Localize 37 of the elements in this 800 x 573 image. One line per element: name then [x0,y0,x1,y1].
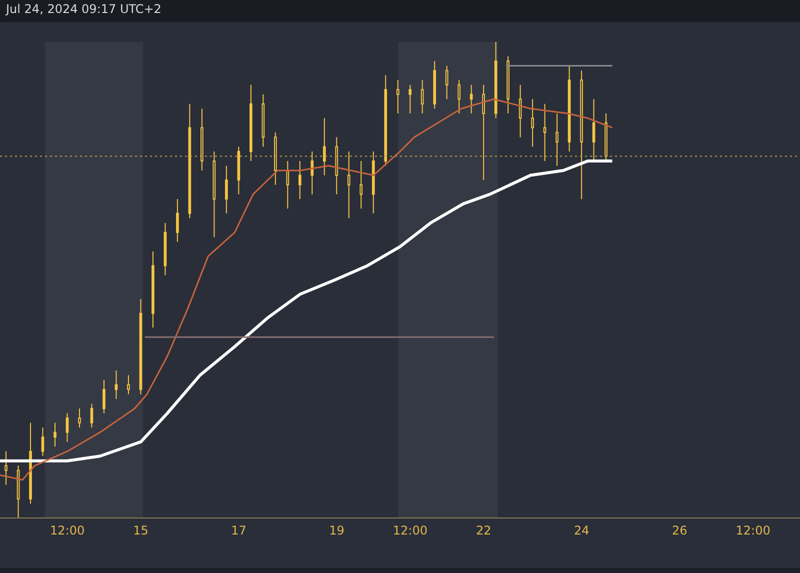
candlestick [482,84,485,181]
text: Jul 24, 2024 09:17 UTC+2 [6,2,162,16]
candlestick [322,118,326,176]
candlestick [102,379,106,414]
candlestick [458,80,460,114]
candlestick [286,160,290,210]
x-tick-label: 26 [672,524,688,538]
candlestick [54,422,56,448]
candlestick [298,160,302,200]
candlestick [176,198,179,242]
candlestick [4,450,8,486]
candlestick [78,408,81,428]
candlestick [90,403,94,428]
x-tick-label: 24 [574,524,590,538]
x-tick-label: 12:00 [392,524,428,538]
candlestick [543,103,546,162]
candlestick [556,112,558,166]
x-tick-label: 15 [133,524,148,538]
x-tick-label: 22 [476,524,492,538]
candlestick [531,98,534,148]
candlestick [114,370,118,400]
candlestick [41,427,44,457]
candlestick [310,150,314,195]
x-tick-label: 12:00 [736,524,770,538]
x-tick-label: 17 [231,524,246,538]
candlestick [470,84,473,114]
candlestick [347,150,350,219]
candlestick [127,374,130,395]
candlestick [592,98,596,162]
candlestick [420,80,424,114]
x-tick-label: 19 [329,524,344,538]
candlestick [445,65,448,100]
candlestick [360,160,363,210]
candlestick [225,165,228,214]
x-tick-label: 12:00 [50,524,85,538]
candlestick [66,412,69,442]
candlestick [408,84,412,114]
